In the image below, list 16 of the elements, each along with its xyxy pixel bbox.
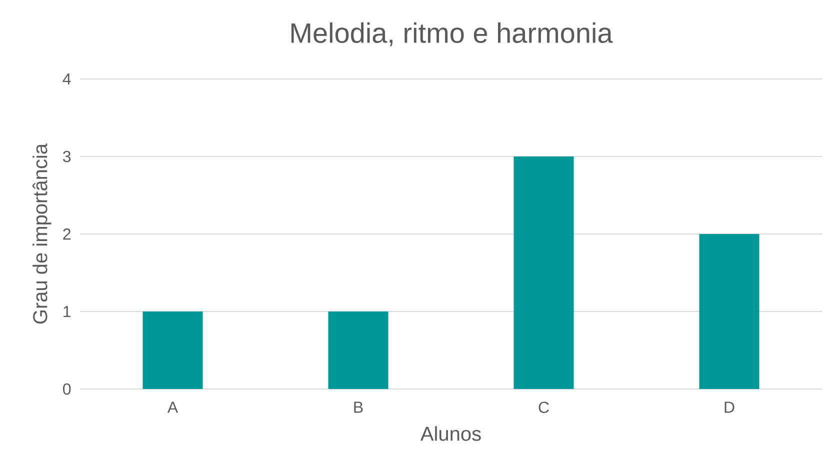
chart-title: Melodia, ritmo e harmonia — [291, 22, 613, 46]
bar — [142, 312, 203, 390]
y-tick-label: 0 — [63, 383, 71, 395]
y-tick-label: 4 — [62, 74, 71, 85]
y-tick-label: 2 — [63, 228, 70, 240]
x-tick-label: B — [354, 402, 363, 413]
bar — [328, 312, 388, 390]
bar — [514, 156, 574, 390]
y-tick-label: 1 — [64, 306, 71, 318]
x-tick-label: A — [167, 402, 178, 413]
bar — [699, 234, 760, 390]
y-tick-label: 3 — [63, 150, 71, 162]
x-tick-label: C — [538, 402, 549, 414]
x-axis-title: Alunos — [420, 426, 481, 441]
y-axis-title: Grau de importância — [32, 143, 52, 324]
x-tick-label: D — [724, 402, 734, 413]
